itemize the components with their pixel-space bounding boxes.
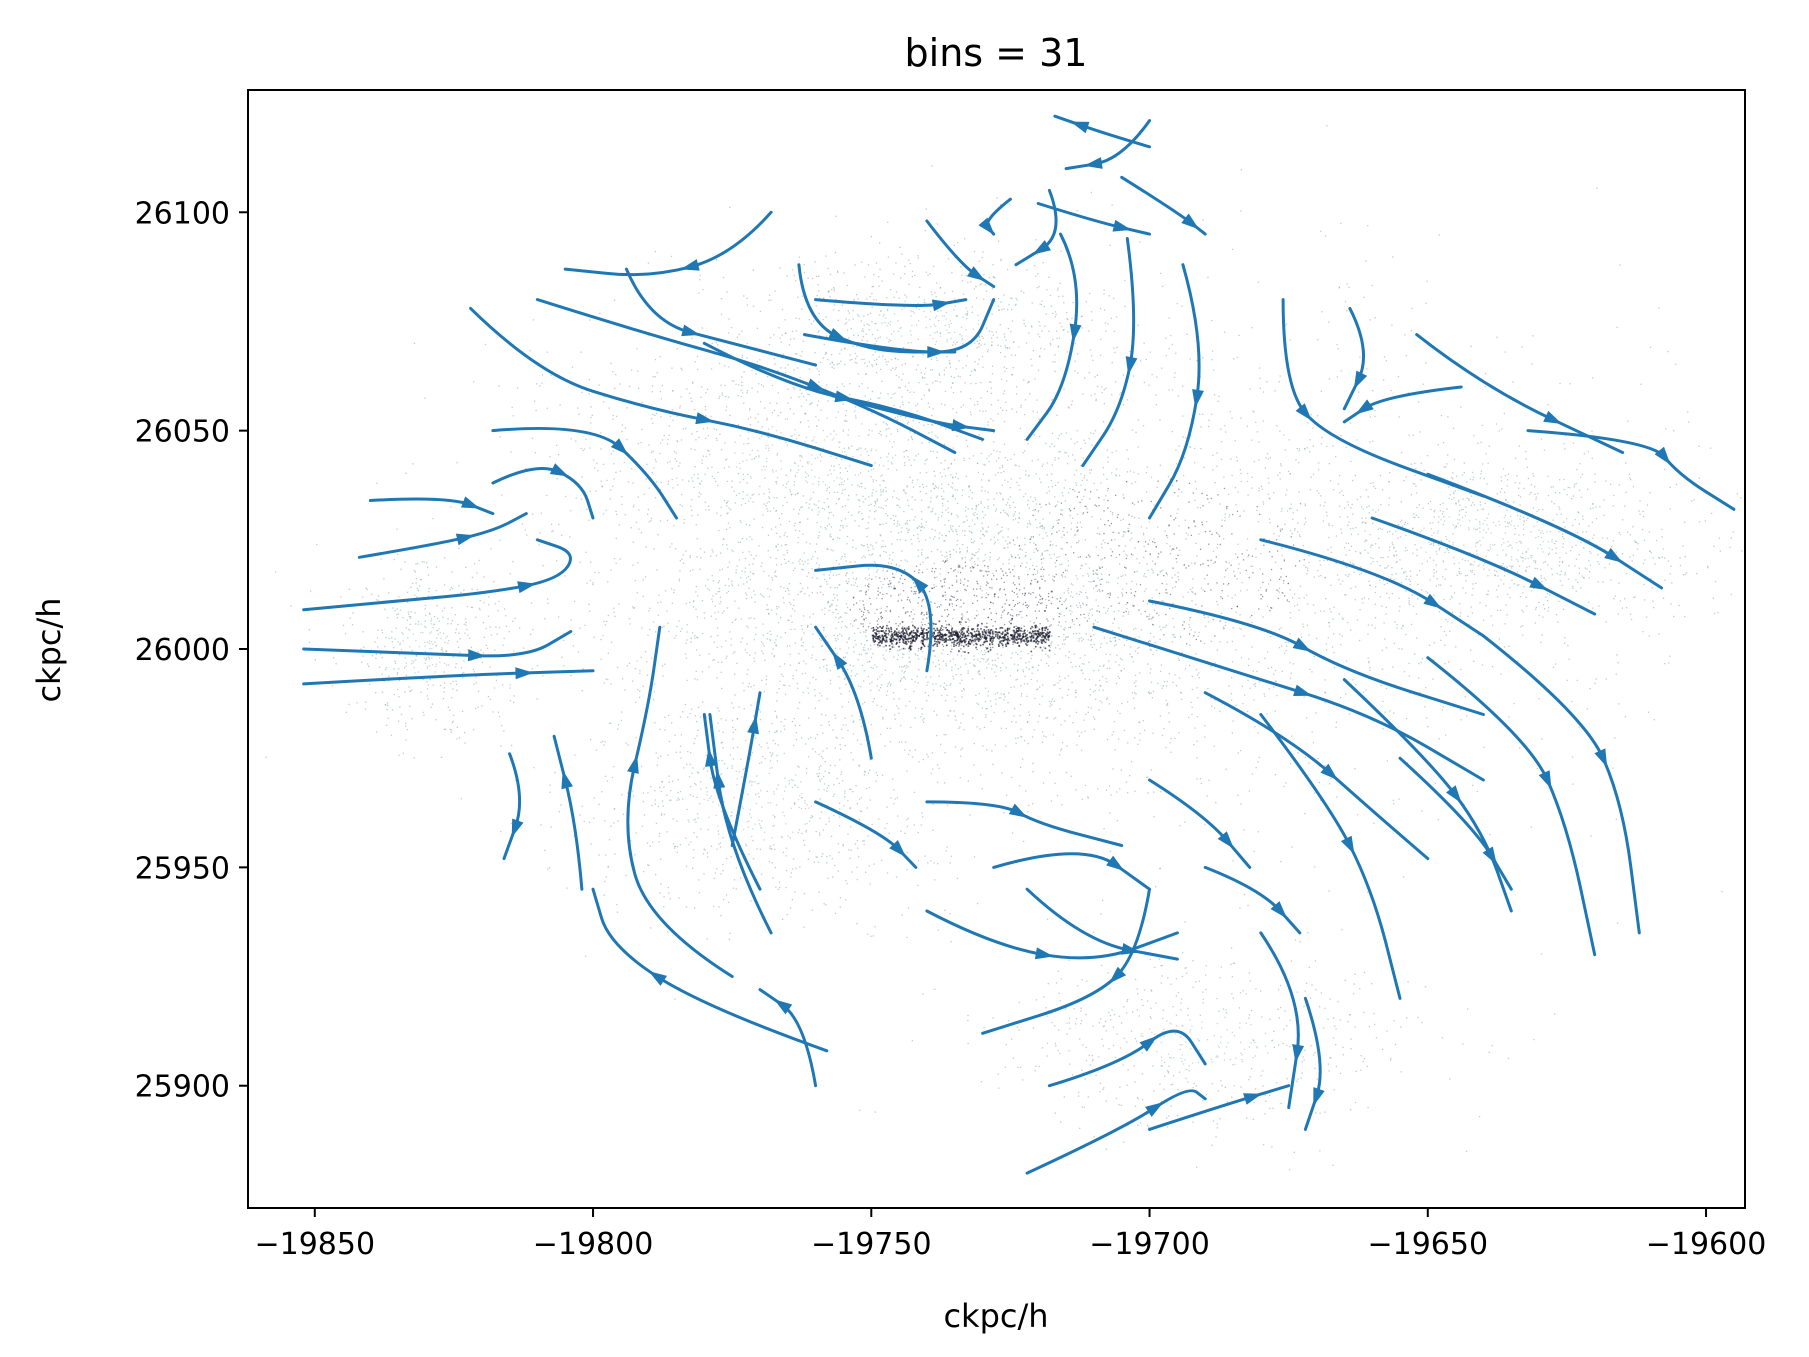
stream-arrow bbox=[511, 818, 524, 838]
x-tick-label: −19600 bbox=[1646, 1227, 1767, 1262]
stream-arrow bbox=[1543, 410, 1563, 424]
stream-arrow bbox=[1313, 1087, 1325, 1107]
stream-arrow bbox=[1355, 399, 1374, 415]
stream-arrow bbox=[1109, 966, 1127, 984]
x-tick-label: −19850 bbox=[254, 1227, 375, 1262]
stream-arrow bbox=[515, 667, 534, 680]
stream-arrow bbox=[1292, 1044, 1305, 1063]
streamlines bbox=[302, 114, 1736, 1175]
stream-arrow bbox=[1145, 1102, 1164, 1117]
stream-arrow bbox=[1139, 1035, 1158, 1052]
streamline bbox=[626, 625, 734, 978]
stream-arrow bbox=[517, 581, 537, 594]
x-axis-ticks: −19850 −19800 −19750 −19700 −19650 −19600 bbox=[254, 1208, 1766, 1262]
streamline bbox=[302, 538, 572, 612]
y-tick-label: 26100 bbox=[135, 196, 230, 231]
stream-arrow bbox=[1243, 1093, 1263, 1105]
stream-arrow bbox=[681, 324, 701, 337]
stream-arrow bbox=[828, 328, 847, 341]
stream-arrow bbox=[695, 412, 715, 425]
particle-cluster bbox=[290, 482, 566, 758]
y-axis-label: ckpc/h bbox=[30, 597, 68, 702]
particle-cloud bbox=[265, 125, 1743, 1171]
stream-arrow bbox=[774, 999, 793, 1015]
streamline bbox=[302, 669, 595, 686]
stream-arrow bbox=[680, 259, 700, 271]
stream-arrow bbox=[1270, 901, 1287, 919]
stream-arrow bbox=[610, 438, 629, 455]
stream-arrow bbox=[1181, 213, 1200, 230]
stream-arrow bbox=[1034, 947, 1054, 960]
stream-arrow bbox=[561, 770, 573, 790]
dense-core bbox=[871, 617, 1051, 654]
stream-arrow bbox=[1112, 219, 1132, 232]
stream-arrow bbox=[1604, 547, 1623, 563]
stream-arrow bbox=[1482, 846, 1497, 865]
stream-arrow bbox=[1069, 323, 1082, 343]
stream-arrow bbox=[705, 748, 717, 767]
stream-arrow bbox=[455, 533, 475, 546]
stream-arrow bbox=[1594, 748, 1608, 768]
y-tick-label: 25900 bbox=[135, 1070, 230, 1105]
stream-arrow bbox=[1340, 835, 1355, 855]
streamline bbox=[535, 298, 957, 454]
stream-arrow bbox=[747, 715, 759, 735]
stream-arrow bbox=[889, 840, 906, 858]
stream-arrow bbox=[549, 463, 569, 477]
stream-arrow bbox=[1292, 637, 1312, 652]
stream-arrow bbox=[1295, 403, 1312, 421]
stream-arrow bbox=[1423, 593, 1442, 609]
stream-arrow bbox=[806, 378, 825, 391]
stream-arrow bbox=[931, 299, 951, 312]
y-tick-label: 26000 bbox=[135, 633, 230, 668]
stream-arrow bbox=[467, 649, 487, 662]
chart-title: bins = 31 bbox=[905, 31, 1088, 75]
x-tick-label: −19800 bbox=[533, 1227, 654, 1262]
stream-arrow bbox=[1654, 446, 1671, 465]
stream-arrow bbox=[1217, 831, 1234, 849]
streamline bbox=[469, 306, 873, 468]
stream-arrow bbox=[1008, 803, 1028, 818]
plot-area bbox=[248, 90, 1745, 1208]
stream-arrow bbox=[1446, 785, 1462, 804]
y-tick-label: 26050 bbox=[135, 415, 230, 450]
stream-arrow bbox=[1192, 389, 1204, 408]
plot-background bbox=[248, 90, 1745, 1208]
stream-arrow bbox=[1320, 763, 1338, 781]
stream-arrow bbox=[978, 217, 995, 236]
x-tick-label: −19650 bbox=[1368, 1227, 1489, 1262]
stream-arrow bbox=[967, 266, 986, 282]
x-axis-label: ckpc/h bbox=[943, 1297, 1048, 1335]
stream-arrow bbox=[1538, 770, 1552, 790]
y-tick-label: 25950 bbox=[135, 851, 230, 886]
stream-arrow bbox=[1032, 240, 1051, 255]
stream-arrow bbox=[1106, 855, 1125, 871]
stream-arrow bbox=[627, 755, 639, 774]
y-axis-ticks: 25900 25950 26000 26050 26100 bbox=[135, 196, 248, 1105]
stream-arrow bbox=[1353, 370, 1368, 390]
stream-arrow bbox=[1125, 356, 1138, 375]
x-tick-label: −19700 bbox=[1089, 1227, 1210, 1262]
particle-cluster bbox=[405, 225, 1272, 627]
stream-arrow bbox=[461, 496, 480, 509]
stream-arrow bbox=[1293, 684, 1313, 696]
stream-arrow bbox=[911, 576, 929, 594]
stream-arrow bbox=[1529, 576, 1548, 591]
x-tick-label: −19750 bbox=[811, 1227, 932, 1262]
stream-arrow bbox=[648, 971, 667, 986]
stream-arrow bbox=[832, 651, 848, 670]
stream-arrow bbox=[951, 419, 971, 432]
particle-cluster bbox=[859, 941, 1535, 1171]
particle-cluster bbox=[659, 204, 1183, 433]
stream-arrow bbox=[1070, 121, 1090, 134]
stream-arrow bbox=[1084, 157, 1103, 169]
